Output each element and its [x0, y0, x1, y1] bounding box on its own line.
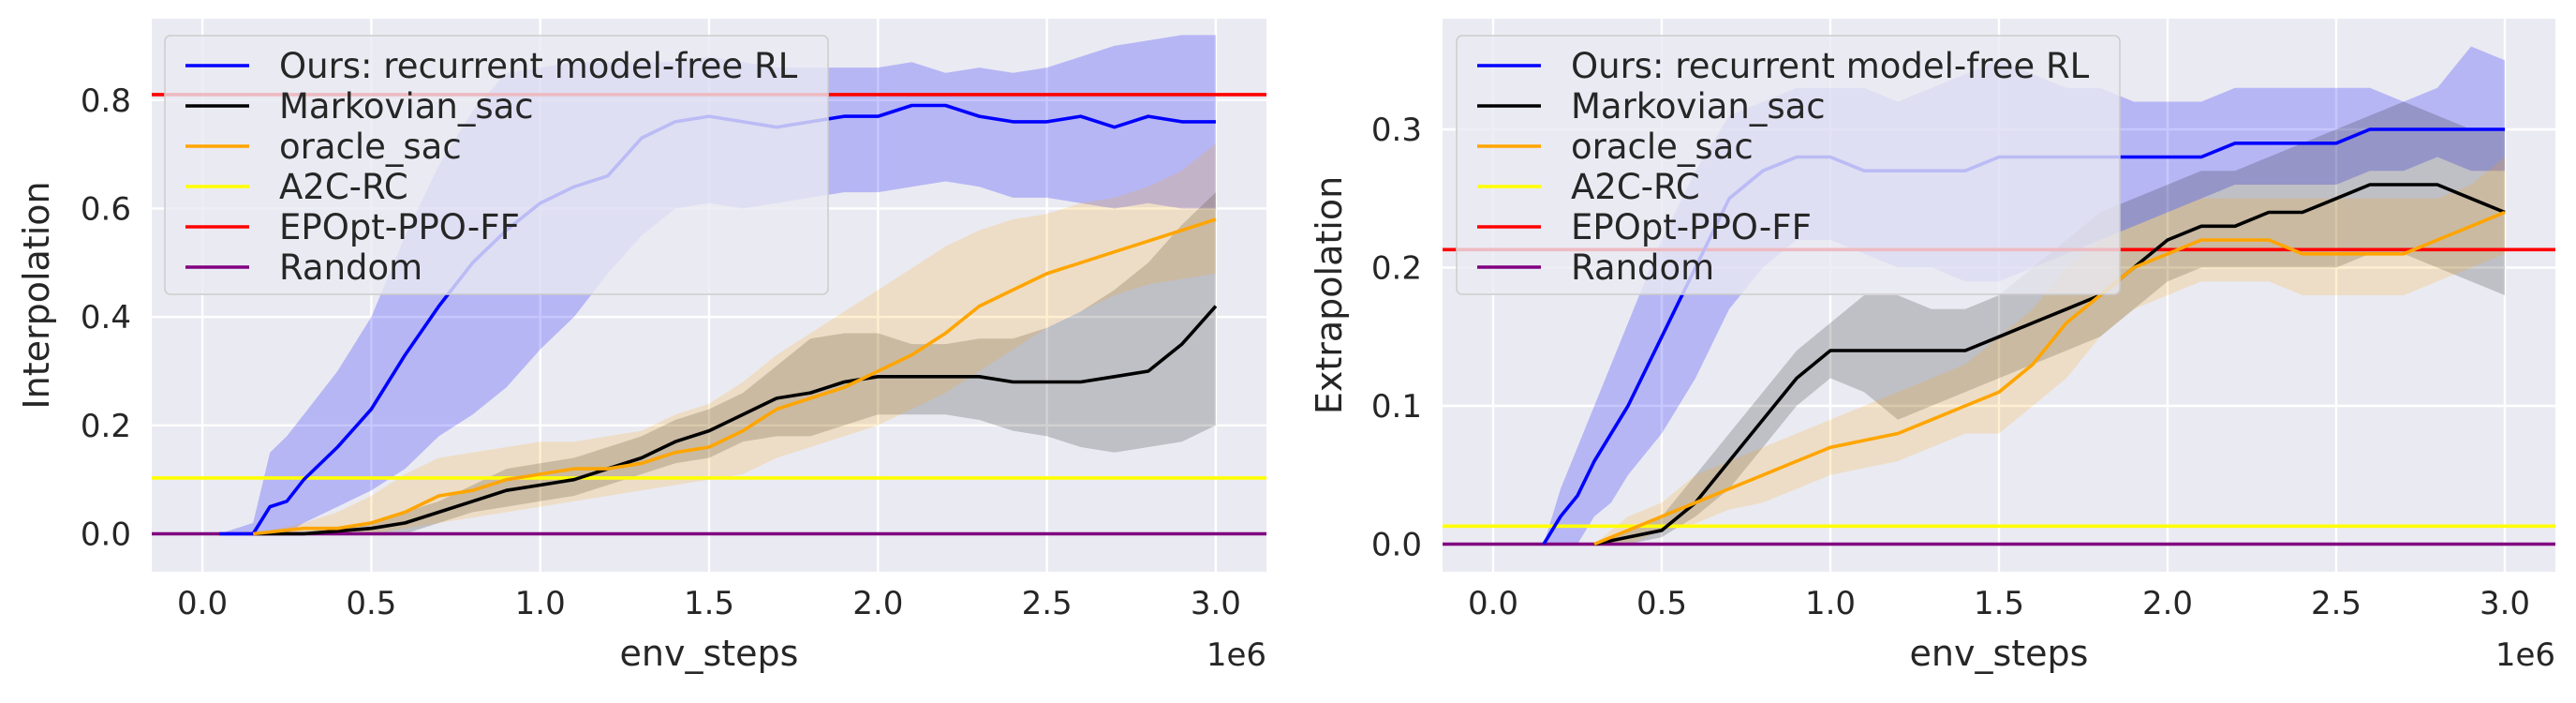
legend-label-epopt: EPOpt-PPO-FF: [279, 207, 520, 247]
x-tick-label: 1.5: [1974, 585, 2024, 622]
x-tick-label: 0.0: [177, 585, 228, 622]
y-axis-label: Extrapolation: [1309, 176, 1350, 414]
legend-label-a2c: A2C-RC: [1571, 167, 1700, 207]
band-oracle: [253, 143, 1216, 534]
legend-box: [164, 35, 829, 295]
legend-label-markovian: Markovian_sac: [279, 86, 534, 127]
x-axis-label: env_steps: [1910, 633, 2089, 674]
x-tick-label: 1.5: [684, 585, 734, 622]
legend-label-oracle: oracle_sac: [279, 127, 462, 167]
legend-label-oracle: oracle_sac: [1571, 127, 1754, 167]
x-tick-label: 3.0: [2480, 585, 2530, 622]
legend: Ours: recurrent model-free RLMarkovian_s…: [1456, 35, 2121, 295]
x-tick-label: 0.5: [346, 585, 396, 622]
y-tick-label: 0.2: [81, 408, 131, 445]
legend-label-ours: Ours: recurrent model-free RL: [279, 46, 798, 86]
legend-label-random: Random: [1571, 247, 1714, 288]
legend-label-ours: Ours: recurrent model-free RL: [1571, 46, 2090, 86]
x-tick-label: 0.0: [1468, 585, 1518, 622]
x-tick-label: 1.0: [515, 585, 566, 622]
legend-label-markovian: Markovian_sac: [1571, 86, 1826, 127]
y-tick-label: 0.0: [1371, 527, 1422, 564]
y-tick-label: 0.8: [81, 82, 131, 120]
y-tick-label: 0.2: [1371, 250, 1422, 288]
x-multiplier-label: 1e6: [2495, 636, 2555, 674]
line-markovian: [253, 305, 1218, 536]
y-tick-label: 0.3: [1371, 112, 1422, 149]
legend: Ours: recurrent model-free RLMarkovian_s…: [164, 35, 829, 295]
y-tick-label: 0.1: [1371, 388, 1422, 426]
x-multiplier-label: 1e6: [1207, 636, 1266, 674]
x-tick-label: 2.5: [2311, 585, 2361, 622]
y-tick-label: 0.6: [81, 190, 131, 228]
legend-label-a2c: A2C-RC: [279, 167, 408, 207]
band-oracle: [1594, 157, 2505, 545]
x-tick-label: 1.0: [1805, 585, 1856, 622]
x-tick-label: 2.0: [852, 585, 903, 622]
chart-panel-1: 0.0 0.5 1.0 1.5 2.0 2.5 3.0 0.0 0.2 0.4 0.6 0.8 env_…: [16, 19, 1266, 674]
legend-box: [1456, 35, 2121, 295]
y-tick-label: 0.0: [81, 516, 131, 554]
x-tick-label: 3.0: [1191, 585, 1241, 622]
y-tick-label: 0.4: [81, 299, 131, 337]
legend-label-random: Random: [279, 247, 422, 288]
y-axis-label: Interpolation: [16, 181, 57, 409]
band-markovian: [253, 192, 1216, 534]
chart-panel-2: 0.0 0.5 1.0 1.5 2.0 2.5 3.0 0.0 0.1 0.2 0.3 env_ste…: [1309, 19, 2555, 674]
line-oracle: [253, 217, 1217, 536]
x-tick-label: 2.5: [1022, 585, 1073, 622]
x-tick-label: 2.0: [2142, 585, 2193, 622]
x-tick-label: 0.5: [1636, 585, 1687, 622]
legend-label-epopt: EPOpt-PPO-FF: [1571, 207, 1812, 247]
line-oracle: [1593, 210, 2506, 546]
line-markovian: [1593, 183, 2506, 546]
x-axis-label: env_steps: [620, 633, 799, 674]
